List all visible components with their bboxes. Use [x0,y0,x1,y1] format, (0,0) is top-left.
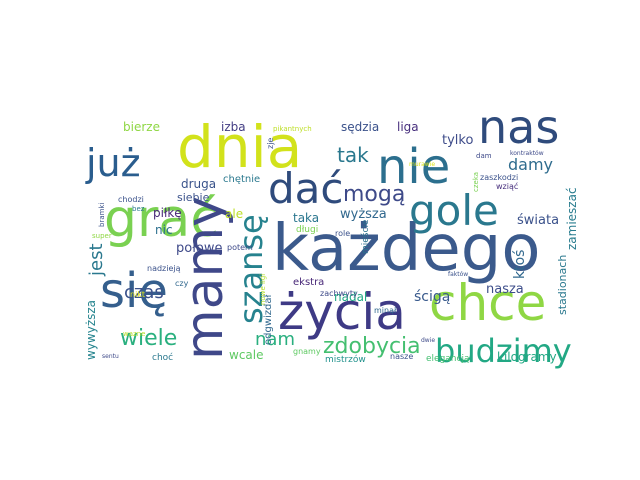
word-3: nas [478,100,559,154]
word-68: pikantnych [273,125,312,133]
word-19: damy [508,155,553,174]
word-33: świata [517,213,559,228]
word-10: gole [409,186,499,235]
word-46: kilogramy [497,350,557,364]
word-21: jest [86,243,107,277]
word-17: tak [337,143,369,167]
word-32: wcale [229,348,263,362]
word-52: gnamy [293,347,321,356]
word-15: mogą [343,182,405,207]
word-5: życia [278,283,406,341]
word-77: dwie [421,337,435,344]
word-40: nic [155,223,173,237]
word-66: choć [152,352,173,363]
word-28: tylko [442,133,473,148]
word-39: piłkę [153,206,182,220]
word-67: sentu [102,353,119,360]
word-59: nadzieją [147,264,181,273]
word-2: nie [377,139,450,195]
word-8: chce [429,274,546,332]
word-41: ale [225,207,243,221]
word-45: odgwizdał [263,295,274,345]
word-43: zamieszać [565,187,579,250]
word-75: czeka [472,172,480,192]
word-70: murawie [409,161,435,168]
word-61: wazne [123,330,145,338]
word-57: potem [227,243,253,252]
word-38: siebie [177,191,210,204]
word-53: nowe ligi [259,274,267,305]
word-73: zaszkodzi [480,173,518,182]
word-27: bierze [123,120,160,134]
word-44: stadionach [556,255,569,315]
word-20: czas [124,282,164,303]
word-49: ekstra [293,277,324,288]
word-26: izba [221,120,246,134]
word-11: już [85,141,141,185]
word-29: nasza [486,282,524,297]
word-65: bez [132,205,145,213]
word-1: dnia [177,113,302,181]
word-58: czy [175,279,189,288]
word-18: nam [255,329,295,350]
word-23: połowę [176,241,222,256]
word-56: mieście [360,219,371,254]
word-55: role [335,229,350,238]
word-78: nasze [390,352,413,361]
word-30: ścigą [414,289,450,305]
word-36: druga [181,177,216,191]
word-42: wywyższa [84,300,98,360]
word-37: chętnie [223,174,260,185]
word-64: chodzi [118,195,144,204]
word-47: elegancją [426,354,470,364]
word-24: sędzia [341,120,379,134]
word-13: budzimy [435,332,572,370]
word-50: zachwyty [320,289,358,298]
word-60: nikt [130,290,145,299]
word-71: kontraktów [510,150,544,157]
word-76: faktów [448,271,468,278]
word-48: mistrzów [325,354,366,365]
word-35: taka [293,211,319,225]
word-51: minął [374,306,397,315]
word-62: bramki [98,203,106,227]
word-0: każdego [272,212,541,286]
word-7: mamy [175,196,235,360]
word-63: super [92,232,112,240]
word-14: zdobycia [323,334,421,359]
word-6: się [100,263,168,319]
word-22: ktoś [512,250,528,279]
word-31: nadal [334,290,367,304]
word-16: wiele [120,326,177,351]
word-34: wyższa [340,207,387,222]
word-4: grać [104,189,219,249]
word-12: szansę [232,214,270,324]
word-74: wziąć [496,181,518,191]
word-69: zje [266,138,275,149]
word-25: liga [397,120,419,134]
word-72: dam [476,152,492,160]
word-54: długi [296,225,318,235]
word-9: dać [268,164,344,213]
